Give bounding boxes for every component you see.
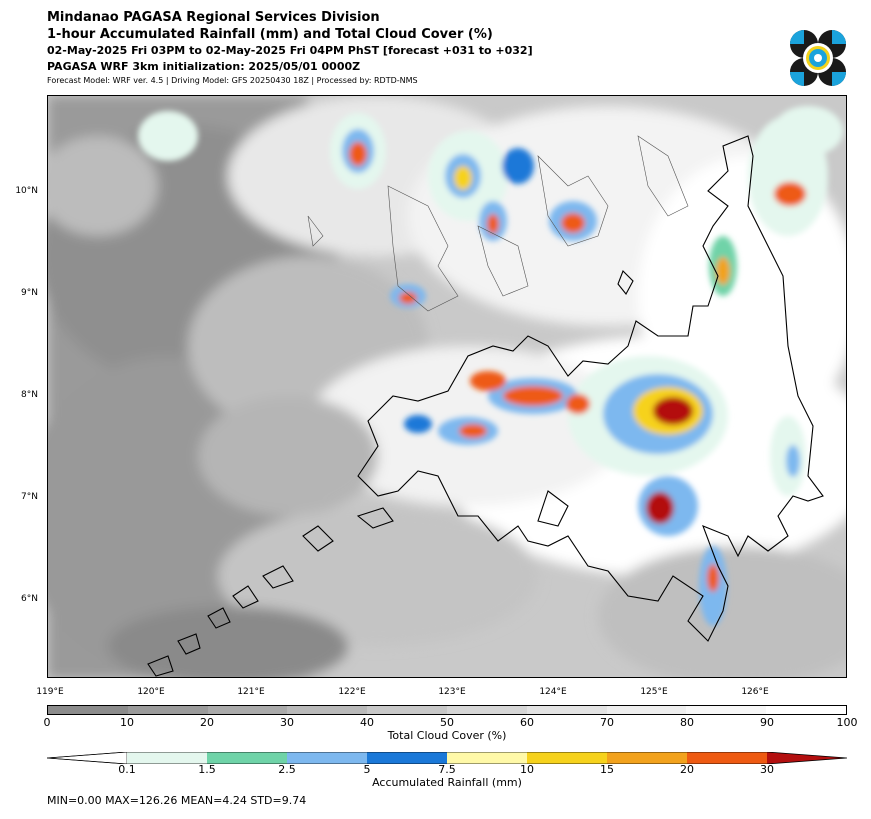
lat-label-6n: 6°N: [21, 594, 38, 604]
model-info: Forecast Model: WRF ver. 4.5 | Driving M…: [47, 76, 418, 85]
lon-label-126e: 126°E: [741, 687, 769, 697]
rain-colorbar-segment: [207, 752, 287, 764]
rain-colorbar-segment: [607, 752, 687, 764]
pagasa-logo: [790, 30, 846, 86]
rain-tick-label: 15: [600, 763, 614, 776]
rain-colorbar-segment: [447, 752, 527, 764]
valid-time: 02-May-2025 Fri 03PM to 02-May-2025 Fri …: [47, 44, 533, 57]
lon-label-122e: 122°E: [338, 687, 366, 697]
cloud-colorbar-segment: [446, 706, 527, 714]
cloud-colorbar-segment: [207, 706, 288, 714]
rain-colorbar-segment: [367, 752, 447, 764]
rainfall-colorbar: [47, 752, 847, 764]
rain-colorbar-under-extend: [47, 752, 128, 764]
cloud-tick-label: 50: [440, 716, 454, 729]
cloud-tick-label: 40: [360, 716, 374, 729]
rain-colorbar-segment: [127, 752, 207, 764]
cloud-tick-label: 60: [520, 716, 534, 729]
rain-colorbar-segment: [687, 752, 767, 764]
lat-label-8n: 8°N: [21, 390, 38, 400]
cloud-tick-label: 20: [200, 716, 214, 729]
rain-tick-label: 1.5: [198, 763, 216, 776]
cloud-tick-label: 10: [120, 716, 134, 729]
cloud-tick-label: 70: [600, 716, 614, 729]
cloud-tick-label: 100: [836, 716, 858, 729]
lon-label-125e: 125°E: [640, 687, 668, 697]
rain-tick-label: 0.1: [118, 763, 136, 776]
cloud-tick-label: 30: [280, 716, 294, 729]
cloud-tick-label: 0: [43, 716, 51, 729]
lat-label-9n: 9°N: [21, 288, 38, 298]
lon-label-123e: 123°E: [438, 687, 466, 697]
rain-tick-label: 30: [760, 763, 774, 776]
rain-tick-label: 5: [363, 763, 371, 776]
map-subtitle: 1-hour Accumulated Rainfall (mm) and Tot…: [47, 27, 493, 42]
cloud-colorbar-segment: [766, 706, 846, 714]
rain-tick-label: 2.5: [278, 763, 296, 776]
cloud-colorbar-segment: [127, 706, 208, 714]
rainfall-cloud-map: [47, 95, 847, 678]
cloud-tick-label: 90: [760, 716, 774, 729]
rainfall-field: [138, 106, 843, 626]
visayas-outlines: [307, 135, 689, 312]
cloud-cover-colorbar: [47, 705, 847, 715]
rain-colorbar-segment: [527, 752, 607, 764]
cloud-colorbar-segment: [606, 706, 687, 714]
init-time: PAGASA WRF 3km initialization: 2025/05/0…: [47, 60, 361, 73]
rain-tick-label: 10: [520, 763, 534, 776]
cloud-colorbar-segment: [686, 706, 767, 714]
rain-tick-label: 7.5: [438, 763, 456, 776]
cloud-cover-label: Total Cloud Cover (%): [387, 729, 507, 742]
lat-label-10n: 10°N: [15, 186, 38, 196]
coastlines: [147, 135, 824, 677]
cloud-colorbar-segment: [287, 706, 368, 714]
lon-label-119e: 119°E: [36, 687, 64, 697]
cloud-tick-label: 80: [680, 716, 694, 729]
rainfall-label: Accumulated Rainfall (mm): [372, 776, 522, 789]
rain-colorbar-over-extend: [767, 752, 847, 764]
lon-label-124e: 124°E: [539, 687, 567, 697]
lon-label-121e: 121°E: [237, 687, 265, 697]
lat-label-7n: 7°N: [21, 492, 38, 502]
cloud-colorbar-segment: [367, 706, 447, 714]
cloud-colorbar-segment: [48, 706, 128, 714]
rain-tick-label: 20: [680, 763, 694, 776]
map-title: Mindanao PAGASA Regional Services Divisi…: [47, 10, 380, 25]
statistics-text: MIN=0.00 MAX=126.26 MEAN=4.24 STD=9.74: [47, 794, 307, 807]
lon-label-120e: 120°E: [137, 687, 165, 697]
rain-colorbar-segment: [287, 752, 367, 764]
cloud-colorbar-segment: [526, 706, 607, 714]
